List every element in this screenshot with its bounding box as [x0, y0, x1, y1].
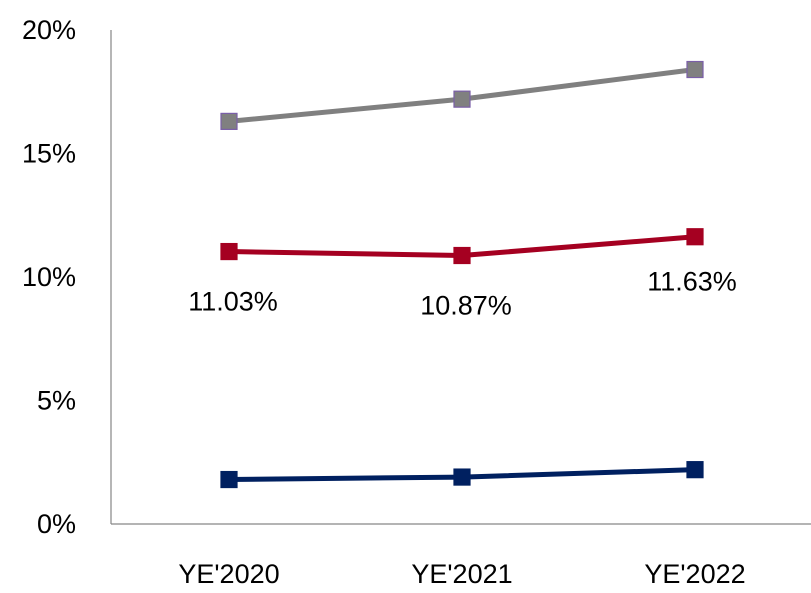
- x-tick-label: YE'2020: [178, 559, 279, 588]
- y-tick-label: 15%: [22, 139, 76, 169]
- data-point: [220, 242, 238, 261]
- y-tick-label: 0%: [37, 509, 76, 539]
- series-2: [220, 228, 704, 265]
- axes: 0% 5% 10% 15% 20% YE'2020 YE'2021 YE'2022: [22, 15, 811, 589]
- data-point: [686, 228, 704, 246]
- data-label: 11.03%: [188, 287, 278, 317]
- data-point: [220, 470, 238, 489]
- y-tick-label: 20%: [22, 15, 76, 45]
- data-point: [453, 468, 471, 486]
- x-tick-label: YE'2022: [644, 559, 745, 588]
- data-point: [686, 60, 704, 79]
- series-3: [220, 461, 704, 489]
- labels-group: 11.03% 10.87% 11.63%: [188, 267, 737, 321]
- series-1: [220, 60, 704, 130]
- y-tick-label: 5%: [37, 386, 76, 416]
- y-tick-label: 10%: [22, 262, 76, 292]
- data-label: 10.87%: [420, 291, 512, 321]
- data-point: [453, 90, 471, 108]
- x-tick-label: YE'2021: [411, 559, 512, 588]
- data-point: [686, 461, 704, 479]
- data-point: [453, 246, 471, 265]
- data-label: 11.63%: [647, 267, 737, 297]
- data-point: [220, 112, 238, 130]
- series-group: [220, 60, 704, 489]
